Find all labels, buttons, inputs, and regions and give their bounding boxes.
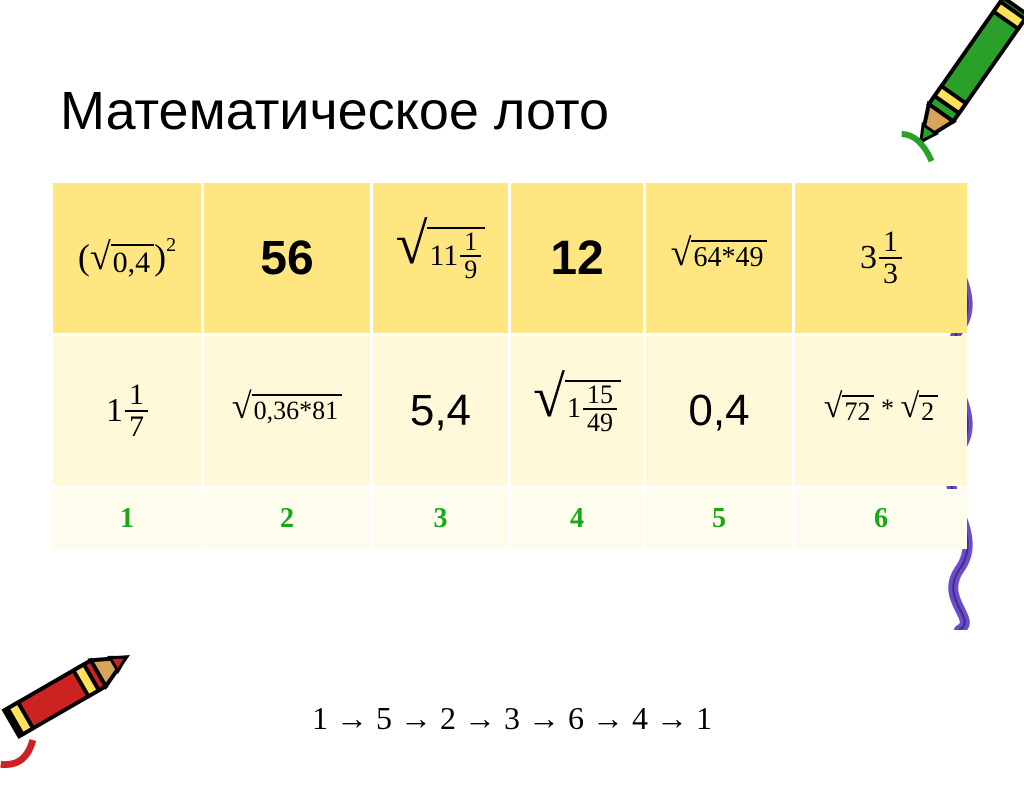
table-row: 1 2 3 4 5 6 [53,489,967,549]
col-number: 6 [795,489,967,549]
cell-r1c2: 56 [204,183,370,333]
col-number: 5 [646,489,792,549]
cell-r2c1: 117 [53,336,201,486]
crayon-green-decoration [894,0,1024,180]
col-number: 2 [204,489,370,549]
cell-r2c3: 5,4 [373,336,508,486]
cell-r1c6: 313 [795,183,967,333]
cell-r1c1: (√0,4)2 [53,183,201,333]
cell-r2c2: √0,36*81 [204,336,370,486]
cell-r1c5: √64*49 [646,183,792,333]
lotto-table: (√0,4)2 56 √1119 12 √64*49 313 117 √0,36… [50,180,970,552]
table-row: 117 √0,36*81 5,4 √11549 0,4 √72 * √2 [53,336,967,486]
answer-sequence: 1 → 5 → 2 → 3 → 6 → 4 → 1 [0,700,1024,737]
cell-r1c3: √1119 [373,183,508,333]
cell-r1c4: 12 [511,183,643,333]
cell-r2c4: √11549 [511,336,643,486]
col-number: 1 [53,489,201,549]
col-number: 4 [511,489,643,549]
cell-r2c5: 0,4 [646,336,792,486]
col-number: 3 [373,489,508,549]
table-row: (√0,4)2 56 √1119 12 √64*49 313 [53,183,967,333]
slide-title: Математическое лото [60,80,609,142]
cell-r2c6: √72 * √2 [795,336,967,486]
